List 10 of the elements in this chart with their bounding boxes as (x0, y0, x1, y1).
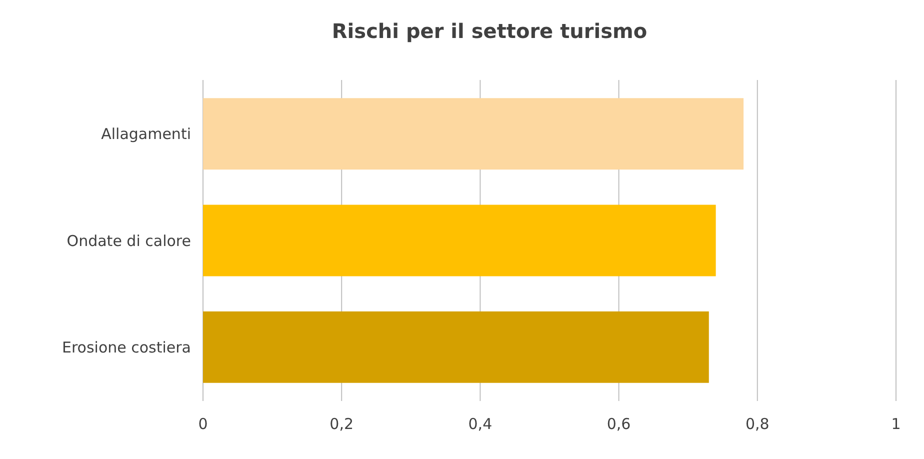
y-tick-label: Erosione costiera (62, 338, 191, 356)
y-tick-label: Ondate di calore (66, 232, 191, 250)
x-tick-label: 0 (198, 415, 208, 433)
x-tick-label: 0,6 (606, 415, 631, 433)
chart-title: Rischi per il settore turismo (332, 19, 648, 43)
x-tick-label: 0,4 (468, 415, 492, 433)
x-tick-label: 0,2 (330, 415, 354, 433)
y-tick-label: Allagamenti (101, 125, 191, 144)
x-tick-label: 0,8 (745, 415, 770, 433)
x-tick-label: 1 (891, 415, 901, 433)
